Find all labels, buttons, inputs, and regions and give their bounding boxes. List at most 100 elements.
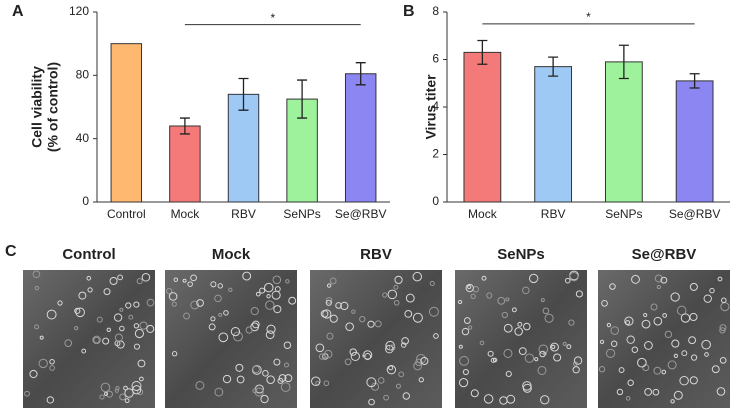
cell — [133, 323, 140, 329]
cell — [400, 342, 407, 348]
cell — [420, 356, 429, 366]
cell — [146, 324, 155, 333]
cell — [641, 319, 651, 329]
cell — [673, 390, 683, 400]
cell — [412, 312, 423, 323]
y-tick-label: 80 — [76, 68, 90, 82]
cell — [103, 391, 109, 396]
cell — [283, 362, 289, 368]
cell — [660, 276, 668, 284]
micrograph-bg — [455, 270, 587, 408]
cell — [24, 390, 30, 397]
cell — [109, 276, 118, 286]
cell — [670, 292, 680, 302]
cell — [606, 322, 612, 328]
cell — [74, 325, 79, 331]
cell — [631, 274, 640, 284]
cell — [534, 357, 539, 362]
cell — [195, 381, 205, 390]
cell — [119, 393, 127, 401]
cell — [538, 344, 549, 355]
cell — [721, 297, 727, 304]
cell — [393, 284, 399, 290]
cell — [236, 375, 245, 384]
x-tick-label: Se@RBV — [669, 207, 721, 221]
panel-label: C — [5, 243, 17, 260]
cell — [429, 280, 435, 286]
cell — [388, 344, 396, 352]
cell — [78, 291, 87, 300]
cell — [359, 315, 366, 323]
panel-label: B — [403, 3, 415, 20]
y-tick-label: 0 — [82, 194, 89, 208]
cell — [146, 298, 155, 307]
cell — [46, 396, 55, 404]
cell — [284, 374, 293, 383]
cell — [168, 292, 178, 301]
cell — [131, 380, 142, 391]
cell — [323, 380, 330, 387]
cell — [542, 307, 550, 315]
cell — [117, 274, 124, 281]
cell — [540, 395, 550, 405]
cell — [139, 321, 148, 330]
cell — [459, 355, 469, 366]
cell — [703, 294, 712, 303]
x-tick-label: Mock — [468, 207, 498, 221]
cell — [689, 376, 698, 385]
cell — [271, 290, 281, 300]
cell — [428, 306, 439, 317]
cell — [272, 275, 282, 285]
cell — [335, 302, 342, 309]
cell — [479, 340, 485, 346]
cell — [418, 377, 424, 383]
cell — [601, 299, 608, 307]
y-axis-label: Cell viability — [29, 66, 45, 148]
cell — [196, 299, 204, 307]
cell — [210, 316, 216, 322]
cell — [569, 271, 579, 282]
y-tick-label: 0 — [432, 194, 439, 208]
cell — [664, 330, 673, 339]
cell — [86, 275, 92, 281]
cell — [644, 341, 653, 350]
cell — [522, 286, 530, 295]
cell — [362, 353, 367, 358]
cell — [134, 328, 144, 339]
cell — [701, 339, 711, 350]
cell — [544, 313, 554, 323]
error-bar — [548, 56, 559, 77]
cell — [671, 339, 680, 348]
cell — [383, 394, 390, 401]
cell — [568, 319, 575, 326]
cell — [75, 307, 85, 318]
cell — [511, 307, 517, 313]
cell — [183, 312, 190, 320]
cell — [113, 313, 123, 322]
cell — [501, 311, 508, 319]
cell — [128, 314, 134, 320]
cell — [217, 283, 223, 289]
cell — [46, 309, 57, 320]
cell — [344, 358, 352, 366]
cell — [136, 278, 143, 285]
cell — [626, 335, 635, 344]
cell — [605, 348, 616, 358]
micrograph — [23, 270, 155, 408]
cell — [458, 344, 463, 349]
cell — [39, 335, 44, 340]
cell — [528, 273, 539, 284]
cell — [322, 353, 329, 360]
cell — [394, 275, 403, 285]
cell — [141, 272, 151, 282]
cell — [562, 341, 567, 346]
cell — [133, 343, 141, 350]
cell — [680, 313, 691, 323]
cell — [49, 365, 56, 371]
cell — [351, 309, 356, 314]
x-tick-label: Control — [107, 207, 146, 221]
error-bar — [618, 44, 629, 80]
cell — [470, 389, 479, 398]
cell — [345, 322, 354, 331]
cell — [467, 325, 473, 330]
